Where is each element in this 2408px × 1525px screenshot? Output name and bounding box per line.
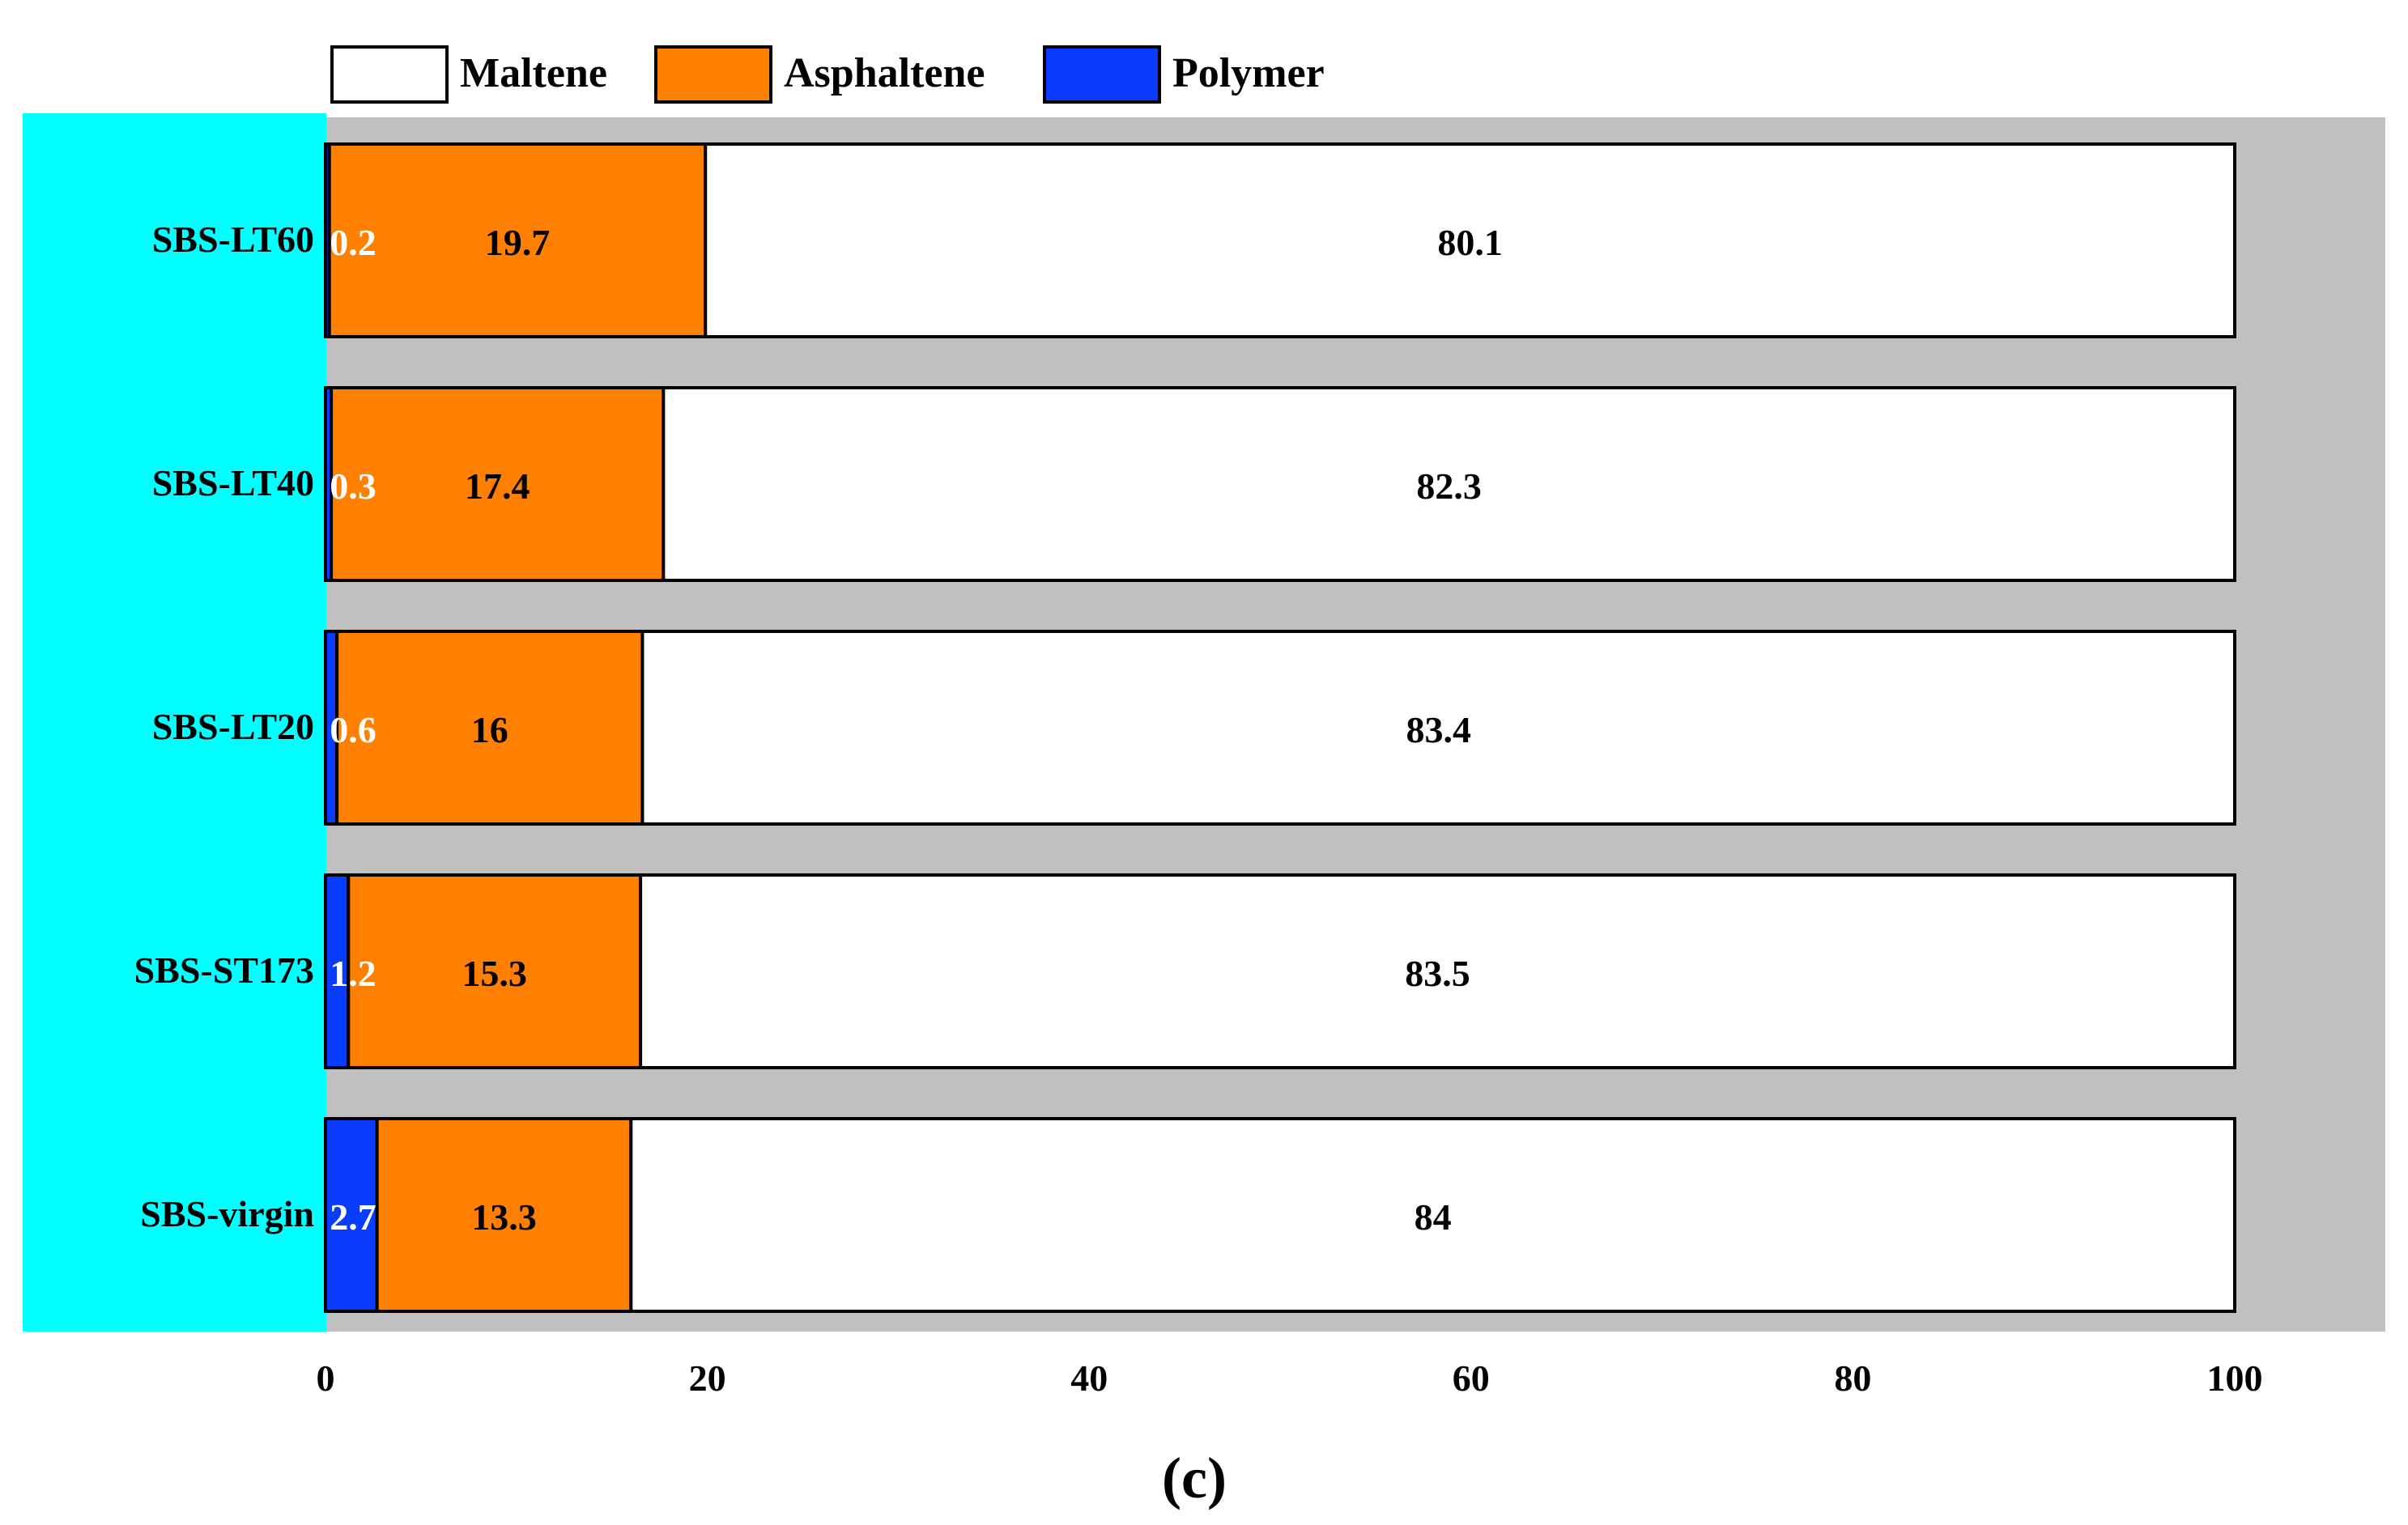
bar-labels: 0.2 19.7 80.1 0.3 17.4 82.3 0.6 16 83.4 1.2 15.3 83… bbox=[330, 222, 1503, 1238]
legend-label-asphaltene: Asphaltene bbox=[784, 50, 985, 96]
x-tick-label: 60 bbox=[1453, 1357, 1490, 1399]
data-label-maltene: 82.3 bbox=[1416, 465, 1482, 507]
x-tick-label: 40 bbox=[1070, 1357, 1108, 1399]
bar-polymer bbox=[324, 873, 351, 1069]
data-label-maltene: 83.5 bbox=[1405, 953, 1470, 994]
category-panel bbox=[23, 113, 326, 1332]
bar-maltene bbox=[662, 386, 2237, 582]
legend-swatch-asphaltene bbox=[654, 45, 772, 104]
legend: Maltene Asphaltene Polymer bbox=[330, 45, 1325, 104]
x-tick-label: 20 bbox=[689, 1357, 726, 1399]
data-label-asphaltene: 17.4 bbox=[465, 465, 530, 507]
data-label-asphaltene: 19.7 bbox=[485, 222, 551, 263]
data-label-polymer: 1.2 bbox=[330, 953, 377, 994]
data-label-maltene: 80.1 bbox=[1437, 222, 1503, 263]
bar-asphaltene bbox=[330, 386, 666, 582]
bar-asphaltene bbox=[347, 873, 643, 1069]
bar-maltene bbox=[640, 630, 2236, 826]
category-label: SBS-LT60 bbox=[152, 219, 314, 260]
category-label: SBS-LT40 bbox=[152, 462, 314, 503]
category-label: SBS-virgin bbox=[140, 1193, 314, 1234]
data-label-polymer: 0.6 bbox=[330, 709, 377, 750]
data-label-polymer: 0.3 bbox=[330, 465, 377, 507]
bar-asphaltene bbox=[335, 630, 645, 826]
bars bbox=[324, 142, 2237, 1313]
x-axis-ticks: 0 20 40 60 80 100 bbox=[317, 1357, 2263, 1399]
x-tick-label: 0 bbox=[317, 1357, 335, 1399]
data-label-maltene: 83.4 bbox=[1406, 709, 1471, 750]
data-label-asphaltene: 15.3 bbox=[462, 953, 527, 994]
legend-label-maltene: Maltene bbox=[460, 50, 607, 96]
legend-label-polymer: Polymer bbox=[1172, 50, 1325, 96]
data-label-maltene: 84 bbox=[1415, 1196, 1452, 1238]
data-label-asphaltene: 16 bbox=[471, 709, 508, 750]
legend-swatch-maltene bbox=[330, 45, 449, 104]
data-label-polymer: 0.2 bbox=[330, 222, 377, 263]
bar-maltene bbox=[629, 1117, 2236, 1313]
figure-caption: (c) bbox=[1162, 1446, 1227, 1510]
data-label-polymer: 2.7 bbox=[330, 1196, 377, 1238]
category-label: SBS-LT20 bbox=[152, 706, 314, 747]
data-label-asphaltene: 13.3 bbox=[471, 1196, 537, 1238]
bar-maltene bbox=[639, 873, 2237, 1069]
x-tick-label: 80 bbox=[1834, 1357, 1871, 1399]
x-tick-label: 100 bbox=[2207, 1357, 2263, 1399]
bar-asphaltene bbox=[375, 1117, 633, 1313]
category-labels: SBS-LT60 SBS-LT40 SBS-LT20 SBS-ST173 SBS-vir… bbox=[134, 219, 314, 1234]
bar-polymer bbox=[324, 1117, 379, 1313]
category-label: SBS-ST173 bbox=[134, 949, 314, 991]
bar-maltene bbox=[704, 142, 2237, 338]
legend-swatch-polymer bbox=[1043, 45, 1161, 104]
